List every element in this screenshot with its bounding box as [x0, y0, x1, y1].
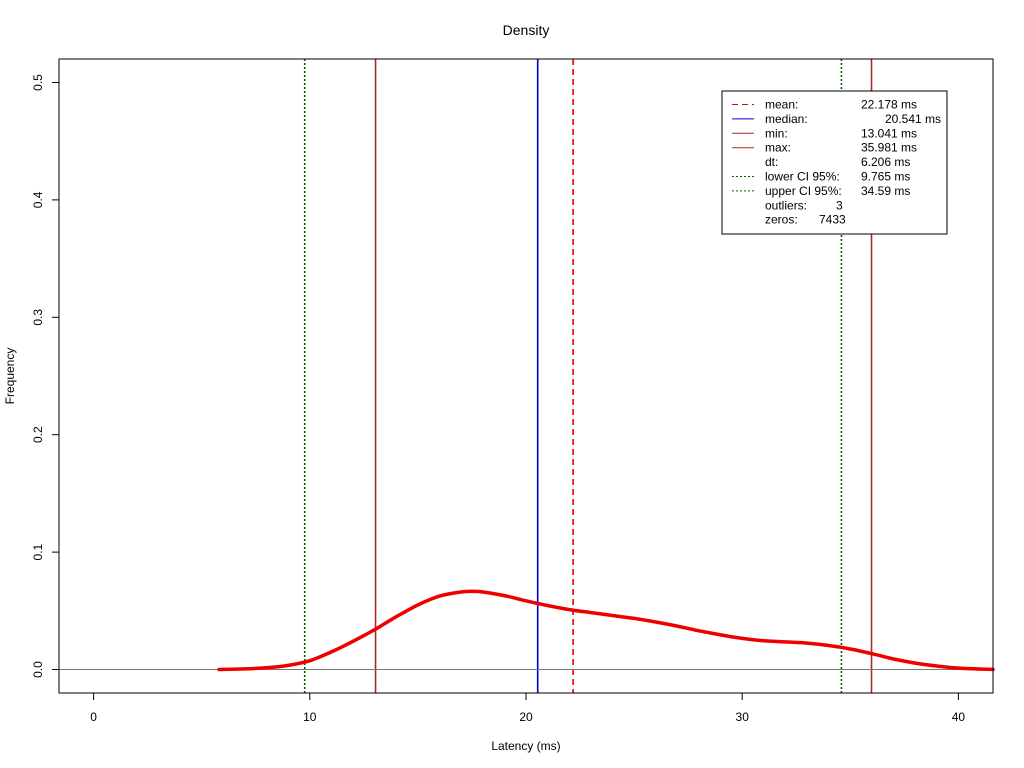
legend-item-dt: dt: 6.206 ms: [765, 155, 910, 169]
y-tick-label: 0.5: [31, 74, 45, 91]
chart-title: Density: [503, 22, 550, 38]
legend-value: 35.981 ms: [861, 141, 917, 155]
legend-value: 9.765 ms: [861, 170, 910, 184]
legend-value: 3: [836, 198, 843, 212]
y-tick-label: 0.4: [31, 191, 45, 208]
legend-box: [721, 90, 948, 235]
legend-label: min:: [765, 126, 788, 140]
y-tick-label: 0.2: [31, 426, 45, 443]
y-tick-label: 0.3: [31, 309, 45, 326]
density-curve: [217, 589, 995, 672]
y-tick-label: 0.1: [31, 543, 45, 560]
legend-value: 22.178 ms: [861, 98, 917, 112]
legend-item-max: max: 35.981 ms: [732, 141, 917, 155]
x-tick-label: 20: [519, 710, 533, 724]
y-axis-label: Frequency: [3, 348, 17, 405]
legend-item-zeros: zeros: 7433: [765, 213, 846, 227]
legend-label: upper CI 95%:: [765, 184, 842, 198]
legend: mean: 22.178 ms median: 20.541 ms min: 13.041…: [721, 90, 948, 235]
x-tick-label: 0: [90, 710, 97, 724]
density-curve-layer: [217, 589, 995, 672]
legend-value: 13.041 ms: [861, 126, 917, 140]
x-tick-label: 30: [736, 710, 750, 724]
x-tick-label: 10: [303, 710, 317, 724]
x-axis-label: Latency (ms): [491, 739, 560, 753]
legend-item-mean: mean: 22.178 ms: [732, 98, 917, 112]
legend-label: median:: [765, 112, 808, 126]
legend-label: lower CI 95%:: [765, 170, 840, 184]
legend-value: 6.206 ms: [861, 155, 910, 169]
legend-item-min: min: 13.041 ms: [732, 126, 917, 140]
legend-label: outliers:: [765, 198, 807, 212]
legend-item-outliers: outliers: 3: [765, 198, 843, 212]
y-axis: 0.0 0.1 0.2 0.3 0.4 0.5: [31, 74, 60, 678]
x-axis: 0 10 20 30 40: [90, 692, 966, 724]
legend-label: dt:: [765, 155, 778, 169]
legend-value: 34.59 ms: [861, 184, 910, 198]
y-tick-label: 0.0: [31, 661, 45, 678]
legend-item-upper-ci-95: upper CI 95%: 34.59 ms: [732, 184, 910, 198]
legend-label: zeros:: [765, 213, 798, 227]
legend-value: 20.541 ms: [885, 112, 941, 126]
legend-label: max:: [765, 141, 791, 155]
legend-item-lower-ci-95: lower CI 95%: 9.765 ms: [732, 170, 910, 184]
legend-value: 7433: [819, 213, 846, 227]
legend-label: mean:: [765, 98, 798, 112]
legend-item-median: median: 20.541 ms: [732, 112, 941, 126]
x-tick-label: 40: [952, 710, 966, 724]
